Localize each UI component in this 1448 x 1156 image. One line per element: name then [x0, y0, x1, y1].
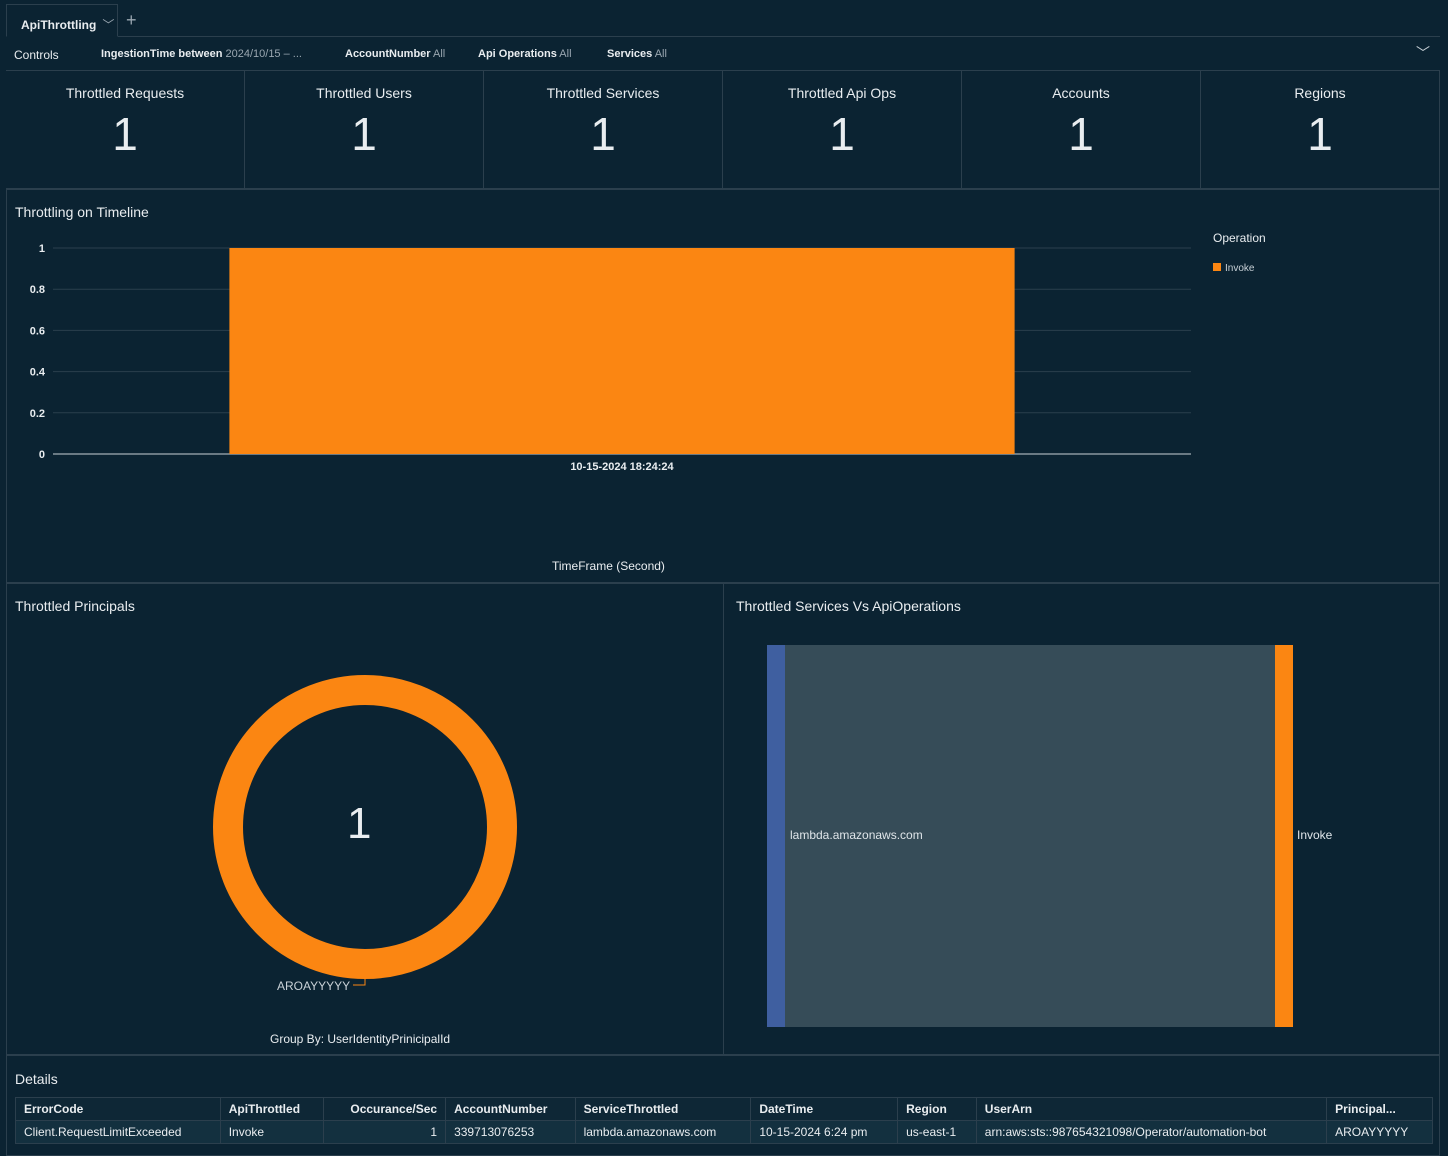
sankey-node-target[interactable]	[1275, 645, 1293, 1027]
kpi-card: Throttled Users 1	[245, 71, 484, 189]
slice-label: AROAYYYYY	[277, 979, 351, 993]
kpi-title: Throttled Requests	[65, 85, 185, 101]
column-header[interactable]: UserArn	[975, 1097, 1328, 1121]
table-cell: 1	[323, 1120, 447, 1144]
panel-title: Throttled Services Vs ApiOperations	[736, 598, 961, 614]
tab-label: ApiThrottling	[21, 18, 97, 32]
kpi-value: 1	[351, 108, 377, 160]
table-cell: lambda.amazonaws.com	[574, 1120, 752, 1144]
kpi-card: Accounts 1	[962, 71, 1201, 189]
legend-title: Operation	[1213, 231, 1266, 245]
sheet-tab-bar	[6, 4, 1440, 37]
table-cell: arn:aws:sts::987654321098/Operator/autom…	[975, 1120, 1328, 1144]
principals-panel: Throttled Principals 1 AROAYYYYY Group B…	[6, 583, 724, 1055]
y-tick-label: 1	[39, 243, 45, 255]
sheet-tab[interactable]: ApiThrottling ﹀	[6, 4, 118, 37]
y-tick-label: 0.2	[30, 408, 45, 420]
y-tick-label: 0.8	[30, 284, 45, 296]
sankey-link[interactable]	[785, 645, 1275, 1027]
controls-label: Controls	[14, 48, 59, 62]
group-by-label: Group By: UserIdentityPrinicipalId	[270, 1032, 451, 1046]
slice-label-leader	[353, 977, 366, 986]
target-label: Invoke	[1297, 828, 1333, 842]
filter-ingestion-time[interactable]: IngestionTime between 2024/10/15 – ...	[101, 48, 302, 60]
table-cell: Invoke	[219, 1120, 325, 1144]
panel-title: Details	[15, 1071, 58, 1087]
collapse-chevron-icon[interactable]: ﹀	[1416, 45, 1430, 61]
table-cell: 339713076253	[445, 1120, 576, 1144]
x-tick-label: 10-15-2024 18:24:24	[570, 461, 674, 473]
donut-slice-aroayyyyy[interactable]	[213, 675, 517, 979]
sankey-panel: Throttled Services Vs ApiOperations lamb…	[723, 583, 1440, 1055]
sankey-node-source[interactable]	[767, 645, 785, 1027]
column-header[interactable]: Occurance/Sec	[323, 1097, 447, 1121]
kpi-card: Throttled Services 1	[484, 71, 723, 189]
y-tick-label: 0	[39, 449, 45, 461]
kpi-value: 1	[112, 108, 138, 160]
filter-account-number[interactable]: AccountNumber All	[345, 48, 446, 60]
details-table: ErrorCode ApiThrottled Occurance/Sec Accoun…	[15, 1097, 1433, 1144]
filter-api-operations[interactable]: Api Operations All	[478, 48, 572, 60]
kpi-value: 1	[1068, 108, 1094, 160]
timeline-chart: 0 0.2 0.4 0.6 0.8 1 10-15-2024 18:24:24	[30, 243, 1191, 473]
controls-bar: Controls IngestionTime between 2024/10/1…	[6, 37, 1440, 71]
column-header[interactable]: Region	[897, 1097, 977, 1121]
bar-invoke[interactable]	[229, 248, 1015, 454]
column-header[interactable]: DateTime	[750, 1097, 899, 1121]
panel-title: Throttling on Timeline	[15, 204, 149, 220]
column-header[interactable]: ErrorCode	[15, 1097, 221, 1121]
x-axis-label: TimeFrame (Second)	[552, 559, 665, 573]
column-header[interactable]: ServiceThrottled	[574, 1097, 752, 1121]
table-cell: Client.RequestLimitExceeded	[15, 1120, 221, 1144]
kpi-value: 1	[829, 108, 855, 160]
table-row[interactable]: Client.RequestLimitExceeded Invoke 1 339713…	[15, 1120, 1433, 1144]
table-cell: 10-15-2024 6:24 pm	[750, 1120, 899, 1144]
donut-center-value: 1	[347, 799, 372, 848]
kpi-card: Throttled Requests 1	[6, 71, 245, 189]
kpi-card: Regions 1	[1201, 71, 1440, 189]
source-label: lambda.amazonaws.com	[790, 828, 923, 842]
kpi-title: Throttled Services	[546, 85, 660, 101]
y-tick-label: 0.6	[30, 325, 45, 337]
timeline-panel: Throttling on Timeline 0 0.2 0.4 0.6 0.8 1 10-…	[6, 189, 1440, 583]
kpi-title: Regions	[1294, 85, 1346, 101]
details-panel: Details ErrorCode ApiThrottled Occurance/S…	[6, 1055, 1440, 1156]
kpi-title: Throttled Users	[316, 85, 412, 101]
kpi-title: Accounts	[1052, 85, 1110, 101]
column-header[interactable]: ApiThrottled	[219, 1097, 325, 1121]
column-header[interactable]: AccountNumber	[445, 1097, 576, 1121]
kpi-title: Throttled Api Ops	[787, 85, 897, 101]
kpi-value: 1	[590, 108, 616, 160]
kpi-value: 1	[1307, 108, 1333, 160]
filter-services[interactable]: Services All	[607, 48, 667, 60]
add-sheet-icon[interactable]: +	[126, 10, 137, 30]
y-tick-label: 0.4	[30, 367, 46, 379]
kpi-card: Throttled Api Ops 1	[723, 71, 962, 189]
table-cell: AROAYYYYY	[1326, 1120, 1433, 1144]
column-header[interactable]: Principal...	[1326, 1097, 1433, 1121]
table-cell: us-east-1	[897, 1120, 977, 1144]
chevron-down-icon[interactable]: ﹀	[102, 18, 115, 32]
legend-item-invoke[interactable]: Invoke	[1213, 263, 1254, 274]
panel-title: Throttled Principals	[15, 598, 135, 614]
